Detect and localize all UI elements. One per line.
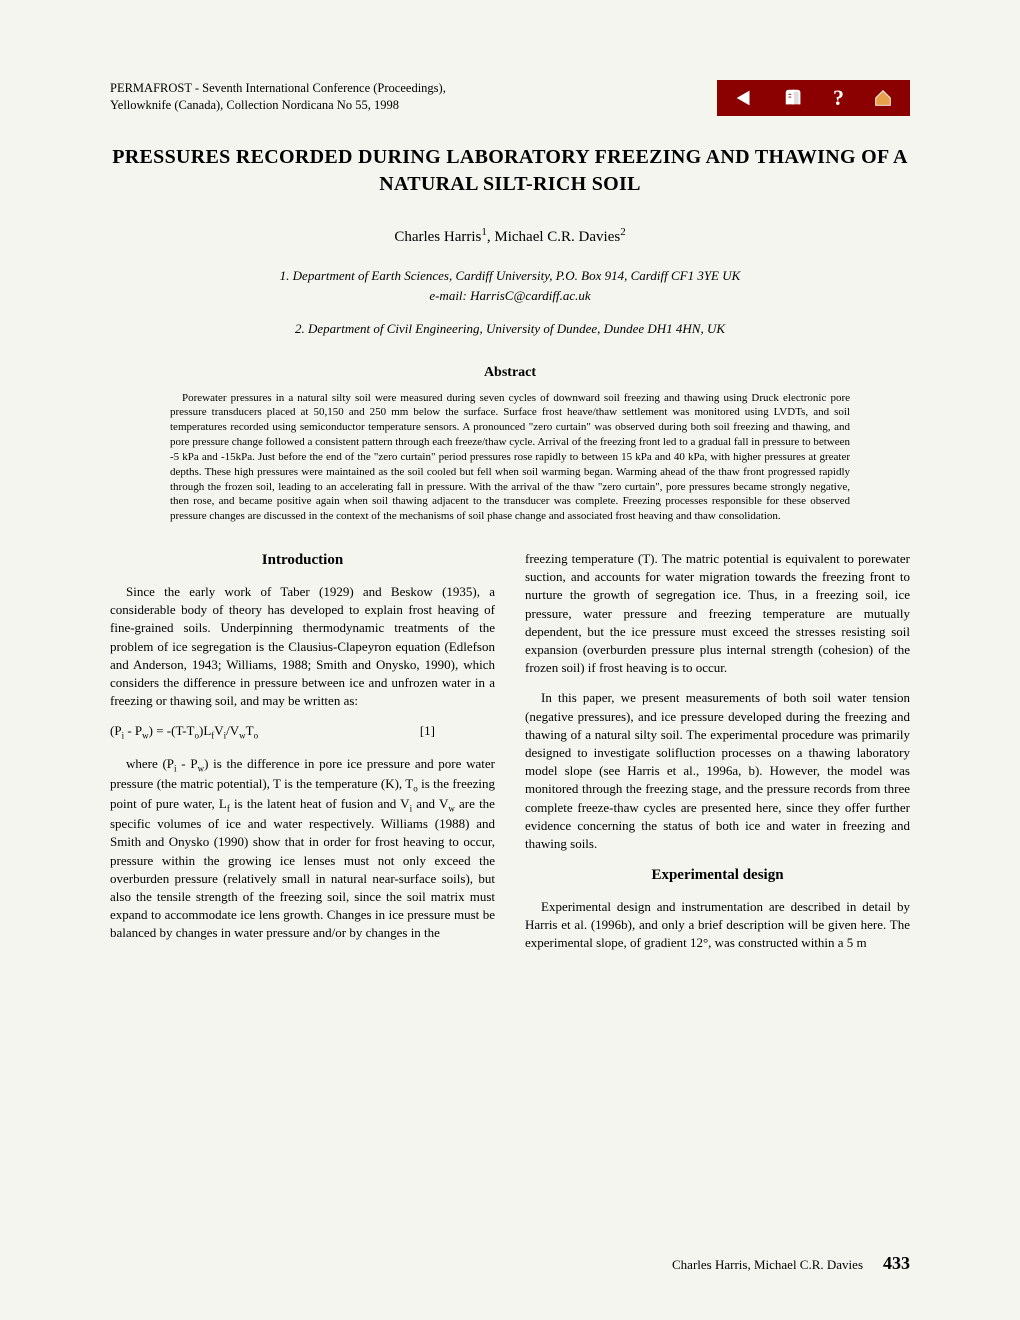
help-question-icon[interactable]: ? xyxy=(833,85,844,111)
affiliation-2: 2. Department of Civil Engineering, Univ… xyxy=(110,319,910,339)
affiliations: 1. Department of Earth Sciences, Cardiff… xyxy=(110,266,910,339)
two-column-body: Introduction Since the early work of Tab… xyxy=(110,550,910,965)
proceedings-header: PERMAFROST - Seventh International Confe… xyxy=(110,80,446,114)
abstract-heading: Abstract xyxy=(110,365,910,381)
page-footer: Charles Harris, Michael C.R. Davies 433 xyxy=(110,1253,910,1274)
nav-toolbar: ? xyxy=(717,80,910,116)
aff1-text: 1. Department of Earth Sciences, Cardiff… xyxy=(110,266,910,286)
intro-p1: Since the early work of Taber (1929) and… xyxy=(110,583,495,710)
page-number: 433 xyxy=(883,1253,910,1274)
header-row: PERMAFROST - Seventh International Confe… xyxy=(110,80,910,116)
footer-authors: Charles Harris, Michael C.R. Davies xyxy=(672,1257,863,1273)
affiliation-1: 1. Department of Earth Sciences, Cardiff… xyxy=(110,266,910,305)
aff1-email: e-mail: HarrisC@cardiff.ac.uk xyxy=(110,286,910,306)
experimental-p1: Experimental design and instrumentation … xyxy=(525,898,910,953)
intro-p2: where (Pi - Pw) is the difference in por… xyxy=(110,755,495,943)
left-column: Introduction Since the early work of Tab… xyxy=(110,550,495,965)
index-book-icon[interactable] xyxy=(783,87,805,109)
equation-body: (Pi - Pw) = -(T-To)LfVi/VwTo xyxy=(110,722,258,742)
paper-title: PRESSURES RECORDED DURING LABORATORY FRE… xyxy=(110,144,910,198)
right-column: freezing temperature (T). The matric pot… xyxy=(525,550,910,965)
abstract-text: Porewater pressures in a natural silty s… xyxy=(170,391,850,525)
home-icon[interactable] xyxy=(872,87,894,109)
equation-1: (Pi - Pw) = -(T-To)LfVi/VwTo [1] xyxy=(110,722,495,742)
authors: Charles Harris1, Michael C.R. Davies2 xyxy=(110,226,910,246)
equation-number: [1] xyxy=(420,722,495,742)
introduction-heading: Introduction xyxy=(110,550,495,571)
header-line2: Yellowknife (Canada), Collection Nordica… xyxy=(110,97,446,114)
intro-p3: freezing temperature (T). The matric pot… xyxy=(525,550,910,677)
back-arrow-icon[interactable] xyxy=(733,87,755,109)
intro-p4: In this paper, we present measurements o… xyxy=(525,689,910,853)
experimental-heading: Experimental design xyxy=(525,865,910,886)
header-line1: PERMAFROST - Seventh International Confe… xyxy=(110,80,446,97)
